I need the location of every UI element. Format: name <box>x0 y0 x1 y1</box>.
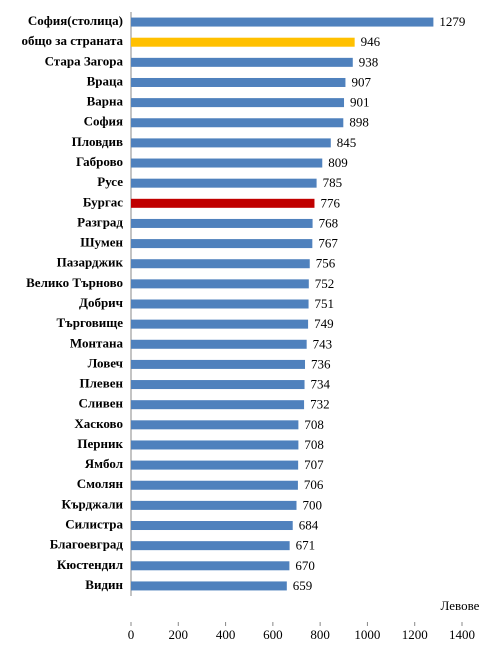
bar <box>131 98 345 108</box>
bar <box>131 500 297 510</box>
y-tick-label: Кърджали <box>62 496 124 511</box>
bar <box>131 299 309 309</box>
y-tick-label: Хасково <box>74 416 123 431</box>
value-label: 767 <box>318 236 338 251</box>
y-tick-label: Добрич <box>79 295 123 310</box>
value-label: 736 <box>311 356 331 371</box>
y-tick-label: Велико Търново <box>26 275 123 290</box>
y-tick-label: Кюстендил <box>57 557 123 572</box>
y-tick-label: София <box>84 114 123 129</box>
value-label: 752 <box>315 276 335 291</box>
bar <box>131 17 434 27</box>
y-tick-label: Перник <box>77 436 123 451</box>
bar <box>131 239 313 249</box>
y-tick-label: Сливен <box>79 396 124 411</box>
value-label: 946 <box>361 34 381 49</box>
bar <box>131 359 306 369</box>
x-tick-label: 1400 <box>449 627 475 642</box>
y-tick-label: Бургас <box>83 194 123 209</box>
y-tick-label: Враца <box>87 73 124 88</box>
y-tick-label: Варна <box>87 94 124 109</box>
value-label: 845 <box>337 135 357 150</box>
value-label: 706 <box>304 477 324 492</box>
value-label: 732 <box>310 397 330 412</box>
value-label: 776 <box>320 195 340 210</box>
y-tick-label: Габрово <box>76 154 123 169</box>
value-label: 743 <box>313 336 333 351</box>
y-tick-label: Видин <box>85 577 123 592</box>
value-label: 898 <box>349 115 369 130</box>
bar <box>131 521 293 531</box>
bar <box>131 440 299 450</box>
bar <box>131 118 344 128</box>
bar <box>131 198 315 208</box>
value-label: 707 <box>304 457 324 472</box>
y-tick-label: Благоевград <box>50 537 124 552</box>
value-label: 671 <box>296 538 316 553</box>
y-tick-label: Шумен <box>80 235 123 250</box>
bar <box>131 158 323 168</box>
x-tick-label: 0 <box>128 627 135 642</box>
bar <box>131 380 305 390</box>
y-tick-label: София(столица) <box>28 13 123 28</box>
value-label: 684 <box>299 518 319 533</box>
bar <box>131 37 355 47</box>
bar <box>131 319 309 329</box>
value-label: 751 <box>315 296 335 311</box>
value-label: 809 <box>328 155 348 170</box>
y-tick-label: Стара Загора <box>45 53 124 68</box>
value-label: 1279 <box>439 14 465 29</box>
value-label: 659 <box>293 578 313 593</box>
x-tick-label: 400 <box>216 627 236 642</box>
x-tick-label: 800 <box>310 627 330 642</box>
value-label: 708 <box>304 437 324 452</box>
y-tick-label: Ловеч <box>88 355 123 370</box>
bar <box>131 279 309 289</box>
bar <box>131 138 331 148</box>
bar <box>131 581 287 591</box>
bar <box>131 480 298 490</box>
y-tick-label: Силистра <box>65 517 123 532</box>
x-tick-label: 200 <box>169 627 189 642</box>
y-tick-label: Русе <box>97 174 123 189</box>
value-label: 708 <box>304 417 324 432</box>
bar <box>131 259 310 269</box>
bar <box>131 339 307 349</box>
value-label: 734 <box>311 377 331 392</box>
bar <box>131 400 305 410</box>
y-tick-label: Смолян <box>77 476 124 491</box>
value-label: 938 <box>359 54 379 69</box>
value-label: 700 <box>303 497 323 512</box>
value-label: 907 <box>351 74 371 89</box>
y-tick-label: Пазарджик <box>57 255 124 270</box>
bar <box>131 77 346 87</box>
value-label: 785 <box>323 175 343 190</box>
value-label: 749 <box>314 316 334 331</box>
x-axis-label: Левове <box>441 598 480 613</box>
value-label: 901 <box>350 95 370 110</box>
value-label: 768 <box>319 215 339 230</box>
y-tick-label: общо за страната <box>22 33 124 48</box>
y-tick-label: Пловдив <box>72 134 123 149</box>
y-tick-label: Разград <box>77 214 123 229</box>
bar <box>131 178 317 188</box>
value-label: 670 <box>295 558 315 573</box>
value-label: 756 <box>316 256 336 271</box>
y-tick-label: Монтана <box>70 335 124 350</box>
x-tick-label: 600 <box>263 627 283 642</box>
bar <box>131 460 299 470</box>
bar <box>131 218 313 228</box>
bar <box>131 541 290 551</box>
x-tick-label: 1200 <box>402 627 428 642</box>
x-tick-label: 1000 <box>354 627 380 642</box>
y-tick-label: Търговище <box>57 315 124 330</box>
bar <box>131 420 299 430</box>
bar <box>131 57 353 67</box>
bar <box>131 561 290 571</box>
y-tick-label: Ямбол <box>85 456 123 471</box>
y-tick-label: Плевен <box>80 376 124 391</box>
